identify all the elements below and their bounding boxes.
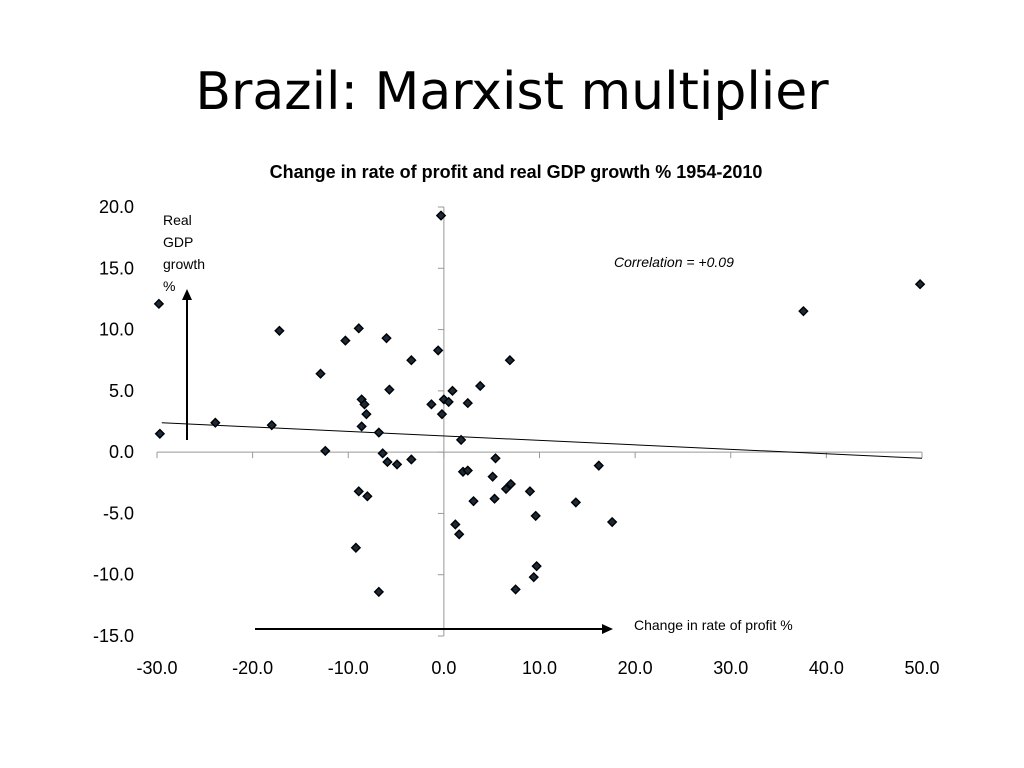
data-point (606, 516, 618, 528)
x-tick-label: 30.0 (713, 658, 748, 678)
y-axis-label-line: GDP (163, 234, 193, 250)
data-point (382, 456, 393, 468)
data-point (505, 478, 517, 490)
data-point (373, 586, 385, 598)
data-point (468, 495, 479, 507)
y-tick-label: 5.0 (109, 381, 134, 401)
x-tick-label: 50.0 (904, 658, 939, 678)
y-axis-label: Real GDP growth% (163, 212, 205, 294)
data-point (500, 483, 512, 495)
x-axis-ticks: -30.0 -20.0 -10.0 0.0 10.0 20.0 30.0 40.0 50.0 (136, 452, 940, 678)
data-point (462, 397, 473, 409)
x-tick-label: 20.0 (618, 658, 653, 678)
chart-title: Change in rate of profit and real GDP gr… (270, 162, 763, 182)
data-point (510, 584, 521, 595)
data-point (359, 399, 370, 410)
data-point (462, 465, 473, 476)
x-tick-label: 40.0 (809, 658, 844, 678)
data-point (362, 491, 373, 502)
data-point (447, 385, 458, 397)
axis-arrows (182, 289, 613, 634)
data-point (443, 396, 454, 408)
data-point (524, 486, 536, 497)
y-tick-label: 15.0 (99, 258, 134, 278)
data-point (432, 345, 444, 356)
data-point (450, 519, 461, 530)
data-point (504, 355, 516, 366)
data-point (384, 384, 395, 395)
data-point (436, 408, 448, 420)
x-tick-label: -10.0 (328, 658, 369, 678)
data-point (266, 419, 277, 431)
x-tick-label: -30.0 (136, 658, 177, 678)
data-point (353, 323, 364, 334)
y-axis-label-line: % (163, 278, 175, 294)
data-point (315, 368, 326, 379)
y-tick-label: 20.0 (99, 197, 134, 217)
y-axis-label-line: Real (163, 212, 192, 228)
y-axis-label-line: growth (163, 256, 205, 272)
x-arrow-head (602, 624, 613, 634)
y-arrow-head (182, 289, 192, 300)
data-point (455, 434, 467, 446)
y-axis-ticks: 20.0 15.0 10.0 5.0 0.0 -5.0 -10.0 -15.0 (93, 197, 444, 646)
data-point (570, 497, 582, 508)
data-point (531, 560, 542, 572)
data-point (406, 355, 417, 366)
correlation-annotation: Correlation = +0.09 (614, 254, 734, 270)
data-point (530, 510, 541, 522)
data-point (475, 380, 486, 392)
data-point (489, 493, 500, 504)
data-point (798, 305, 809, 317)
data-point (320, 445, 331, 457)
y-tick-label: -5.0 (103, 503, 134, 523)
trendline-group (161, 422, 923, 459)
data-point (154, 428, 166, 439)
data-point (350, 542, 362, 553)
data-point (356, 421, 367, 432)
y-tick-label: -15.0 (93, 626, 134, 646)
data-points (153, 210, 926, 598)
data-point (426, 399, 437, 410)
data-point (377, 448, 388, 459)
data-point (914, 279, 926, 290)
x-tick-label: -20.0 (232, 658, 273, 678)
data-point (406, 454, 417, 465)
y-tick-label: 0.0 (109, 442, 134, 462)
data-point (153, 298, 165, 310)
data-point (490, 453, 501, 464)
y-tick-label: -10.0 (93, 565, 134, 585)
data-point (528, 571, 539, 583)
data-point (361, 408, 372, 420)
slide-title: Brazil: Marxist multiplier (195, 62, 829, 122)
data-point (381, 332, 392, 344)
x-tick-label: 0.0 (431, 658, 456, 678)
data-point (453, 529, 465, 540)
data-point (210, 417, 221, 428)
y-tick-label: 10.0 (99, 320, 134, 340)
data-point (391, 459, 403, 470)
data-point (373, 427, 385, 438)
data-point (353, 486, 364, 497)
data-point (274, 325, 285, 336)
x-tick-label: 10.0 (522, 658, 557, 678)
data-point (593, 460, 604, 471)
x-axis-label: Change in rate of profit % (634, 617, 793, 633)
data-point (435, 210, 447, 221)
data-point (340, 335, 351, 346)
trendline (161, 422, 923, 459)
data-point (487, 471, 498, 482)
